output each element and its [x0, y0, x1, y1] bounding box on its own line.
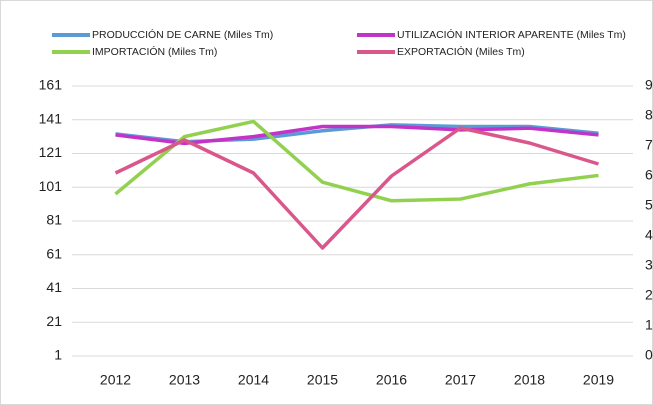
y2-tick-label: 50: [645, 197, 653, 213]
y-tick-label: 1: [54, 347, 62, 363]
y2-tick-label: 20: [645, 287, 653, 303]
y-tick-label: 61: [46, 245, 62, 261]
series-line: [114, 126, 600, 250]
y2-tick-label: 60: [645, 167, 653, 183]
legend-label: UTILIZACIÓN INTERIOR APARENTE (Miles Tm): [397, 28, 626, 41]
x-tick-label: 2014: [238, 372, 269, 388]
y-tick-label: 101: [39, 178, 63, 194]
x-tick-label: 2019: [583, 372, 614, 388]
y-tick-label: 41: [46, 279, 62, 295]
y2-tick-label: 90: [645, 77, 653, 93]
y-tick-label: 81: [46, 212, 62, 228]
legend-label: IMPORTACIÓN (Miles Tm): [92, 45, 217, 58]
series-line: [114, 119, 599, 203]
x-tick-label: 2018: [514, 372, 545, 388]
x-tick-label: 2017: [445, 372, 476, 388]
y2-tick-label: 80: [645, 107, 653, 123]
y2-tick-label: 0: [645, 347, 653, 363]
legend-label: EXPORTACIÓN (Miles Tm): [397, 45, 525, 58]
y-tick-label: 161: [39, 77, 63, 93]
y-tick-label: 21: [46, 313, 62, 329]
legend-label: PRODUCCIÓN DE CARNE (Miles Tm): [92, 28, 273, 41]
y-tick-label: 121: [39, 144, 63, 160]
x-tick-label: 2013: [169, 372, 200, 388]
y2-tick-label: 40: [645, 227, 653, 243]
y2-tick-label: 10: [645, 317, 653, 333]
x-tick-label: 2015: [307, 372, 338, 388]
y2-tick-label: 70: [645, 137, 653, 153]
series-line: [115, 124, 599, 146]
x-tick-label: 2012: [100, 372, 131, 388]
x-tick-label: 2016: [376, 372, 407, 388]
y2-tick-label: 30: [645, 257, 653, 273]
y-tick-label: 141: [39, 110, 63, 126]
